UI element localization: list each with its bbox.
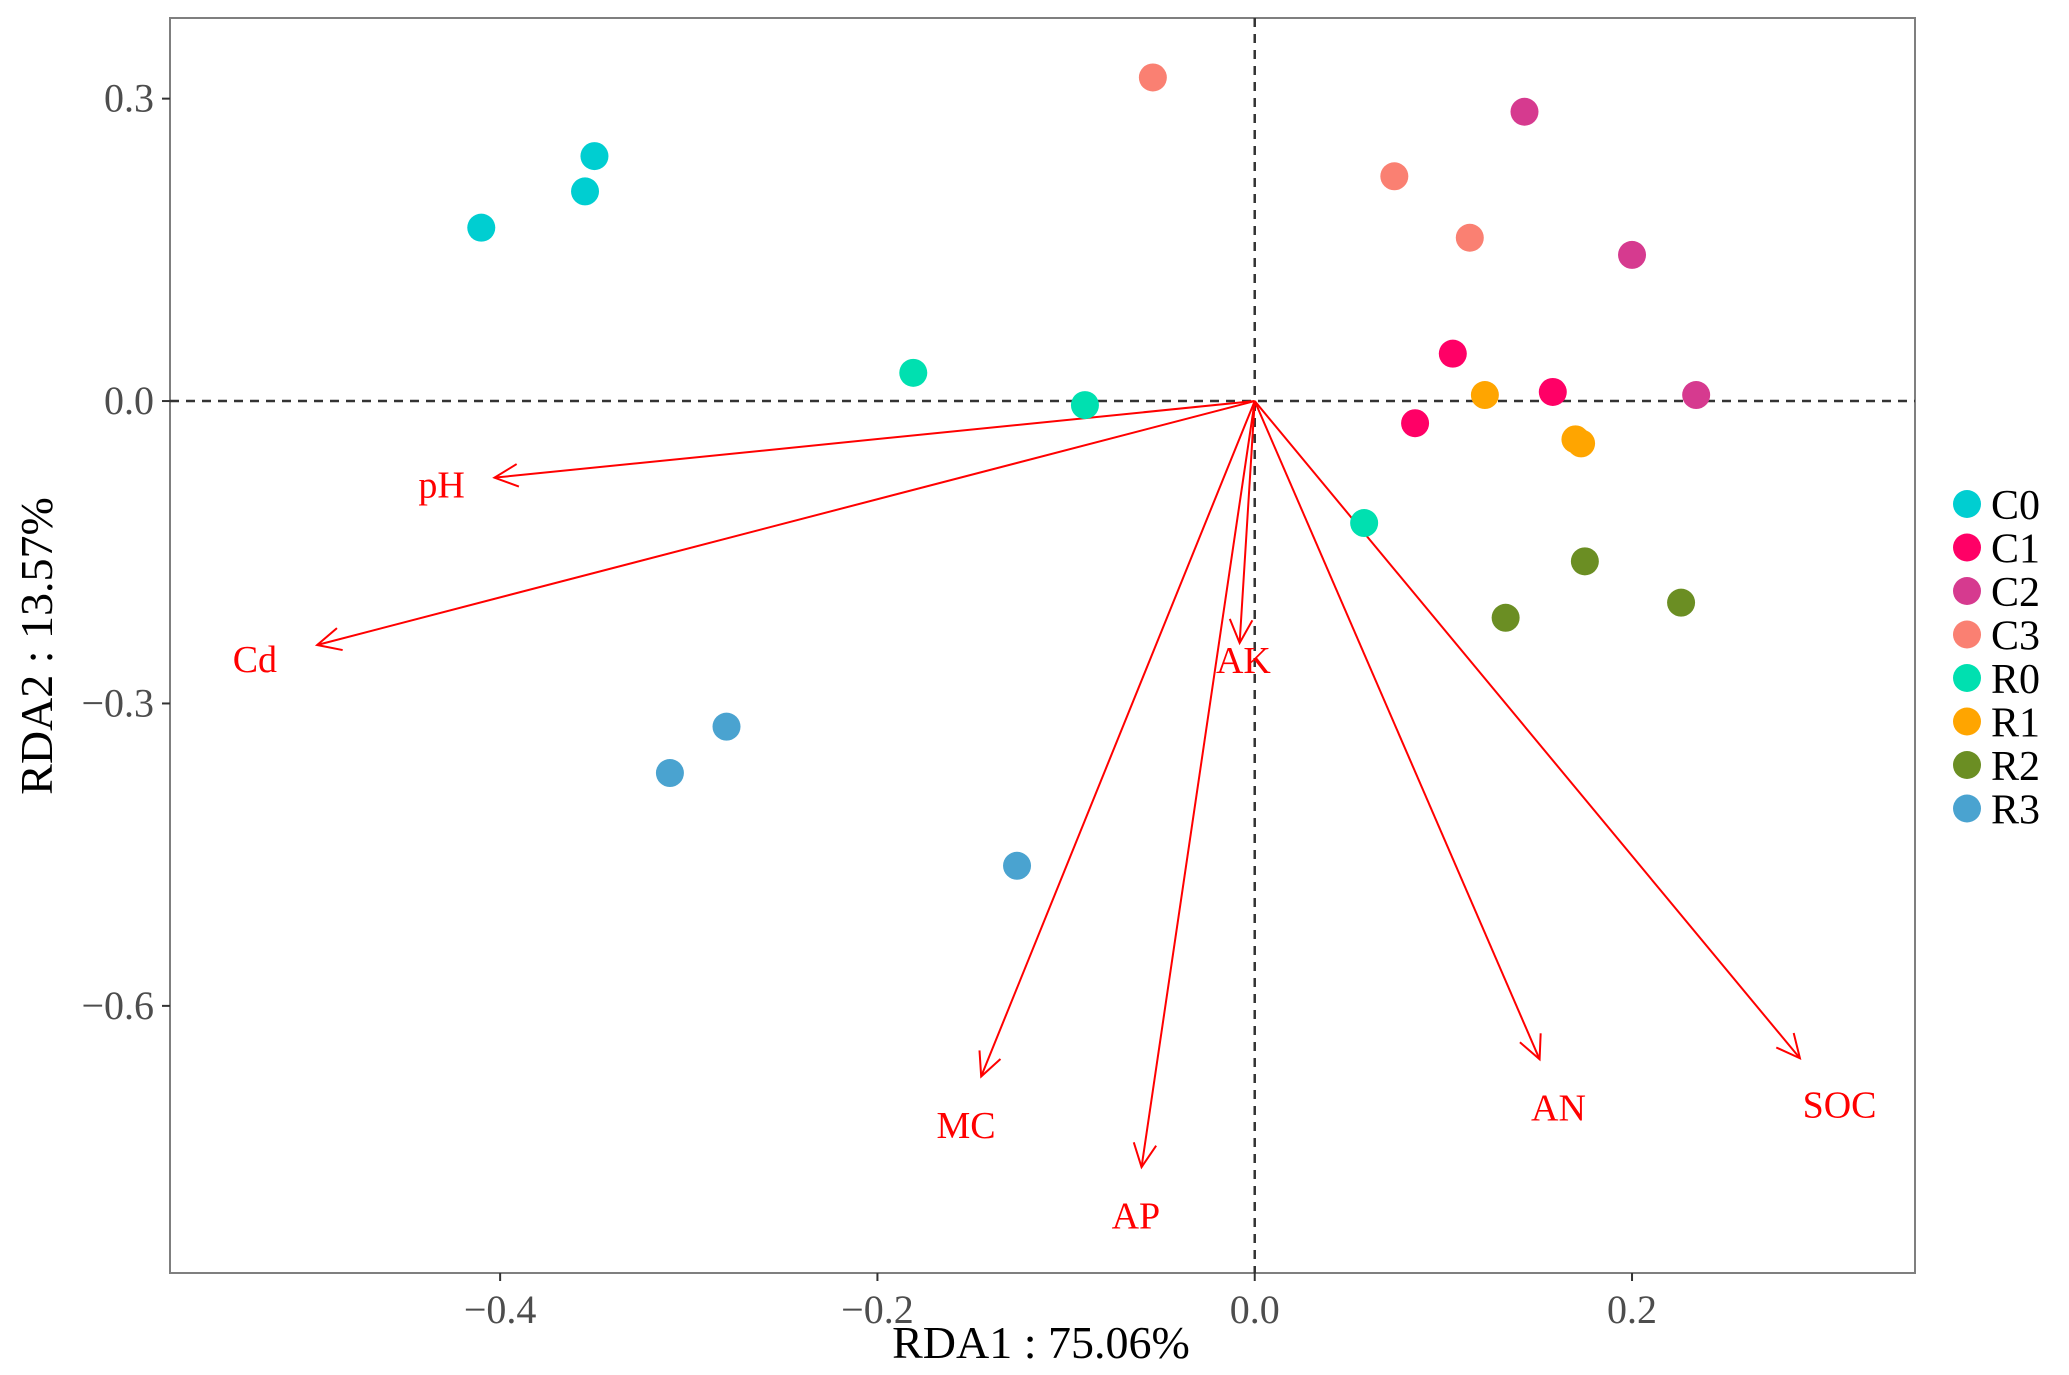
- arrowhead-an: [1519, 1033, 1542, 1062]
- legend-key-c0: [1953, 490, 1981, 518]
- sample-points: [467, 63, 1711, 880]
- legend-key-r3: [1953, 794, 1981, 823]
- arrow-ph: [494, 400, 1255, 479]
- point-c1: [1401, 409, 1430, 438]
- point-c0: [467, 213, 496, 242]
- point-r3: [655, 759, 684, 788]
- point-r2: [1667, 588, 1696, 617]
- y-tick-label: 0.3: [104, 76, 154, 121]
- reference-lines: [170, 18, 1915, 1273]
- point-r1: [1470, 381, 1499, 410]
- arrow-label-ph: pH: [418, 465, 464, 507]
- point-r1: [1567, 429, 1596, 458]
- arrow-label-ak: AK: [1216, 640, 1271, 682]
- environment-vectors: pH Cd AK MC AP AN SOC: [233, 400, 1877, 1238]
- point-r3: [1003, 851, 1032, 880]
- y-axis-title: RDA2 : 13.57%: [11, 497, 62, 795]
- x-tick-label: −0.2: [841, 1287, 914, 1332]
- arrow-label-an: AN: [1531, 1088, 1586, 1130]
- axis-ticks: −0.4 −0.2 0.0 0.2 0.3 0.0 −0.3 −0.6: [81, 76, 1657, 1332]
- legend-label-c0: C0: [1991, 483, 2040, 529]
- arrowhead-soc: [1775, 1032, 1802, 1061]
- arrowhead-ap: [1132, 1142, 1157, 1170]
- point-r3: [712, 712, 741, 741]
- legend-label-r1: R1: [1991, 701, 2040, 747]
- legend-key-r1: [1953, 707, 1981, 736]
- arrow-soc: [1253, 400, 1801, 1059]
- legend-label-c3: C3: [1991, 614, 2040, 660]
- arrow-an: [1253, 400, 1541, 1060]
- x-tick-label: −0.4: [464, 1287, 537, 1332]
- point-c0: [580, 142, 609, 171]
- legend-key-c1: [1953, 533, 1981, 562]
- arrow-mc: [980, 400, 1256, 1077]
- point-c1: [1538, 377, 1567, 406]
- point-c0: [571, 177, 600, 206]
- arrow-ap: [1140, 400, 1256, 1168]
- y-tick-label: −0.3: [81, 680, 154, 725]
- legend-label-r2: R2: [1991, 744, 2040, 790]
- point-r0: [1350, 509, 1379, 538]
- legend-label-r3: R3: [1991, 788, 2040, 834]
- y-tick-label: 0.0: [104, 378, 154, 423]
- point-r2: [1570, 547, 1599, 576]
- point-c1: [1438, 339, 1467, 368]
- arrow-label-mc: MC: [937, 1105, 996, 1147]
- point-c2: [1682, 381, 1711, 410]
- y-tick-label: −0.6: [81, 983, 154, 1028]
- x-tick-label: 0.2: [1607, 1287, 1657, 1332]
- legend-key-c2: [1953, 577, 1981, 605]
- legend-label-c2: C2: [1991, 570, 2040, 616]
- point-r0: [899, 358, 928, 387]
- arrowhead-cd: [314, 627, 343, 652]
- point-r2: [1491, 603, 1520, 632]
- plot-panel-border: [169, 17, 1916, 1274]
- point-c2: [1618, 240, 1647, 269]
- arrowhead-ph: [492, 463, 520, 488]
- point-c2: [1510, 97, 1539, 126]
- legend-key-r2: [1953, 751, 1981, 779]
- arrow-label-cd: Cd: [233, 639, 277, 681]
- legend-label-r0: R0: [1991, 657, 2040, 703]
- legend-key-r0: [1953, 664, 1981, 692]
- legend-label-c1: C1: [1991, 527, 2040, 573]
- arrow-label-soc: SOC: [1803, 1085, 1877, 1127]
- point-r0: [1070, 391, 1099, 420]
- point-c3: [1138, 63, 1167, 92]
- arrowhead-ak: [1228, 618, 1254, 646]
- arrowhead-mc: [978, 1050, 1002, 1079]
- x-tick-label: 0.0: [1230, 1287, 1280, 1332]
- arrow-cd: [316, 400, 1255, 646]
- x-axis-title: RDA1 : 75.06%: [892, 1317, 1190, 1368]
- arrow-label-ap: AP: [1112, 1196, 1161, 1238]
- legend-key-c3: [1953, 620, 1981, 649]
- arrow-ak: [1238, 400, 1256, 644]
- point-c3: [1455, 223, 1484, 252]
- point-c3: [1380, 162, 1409, 191]
